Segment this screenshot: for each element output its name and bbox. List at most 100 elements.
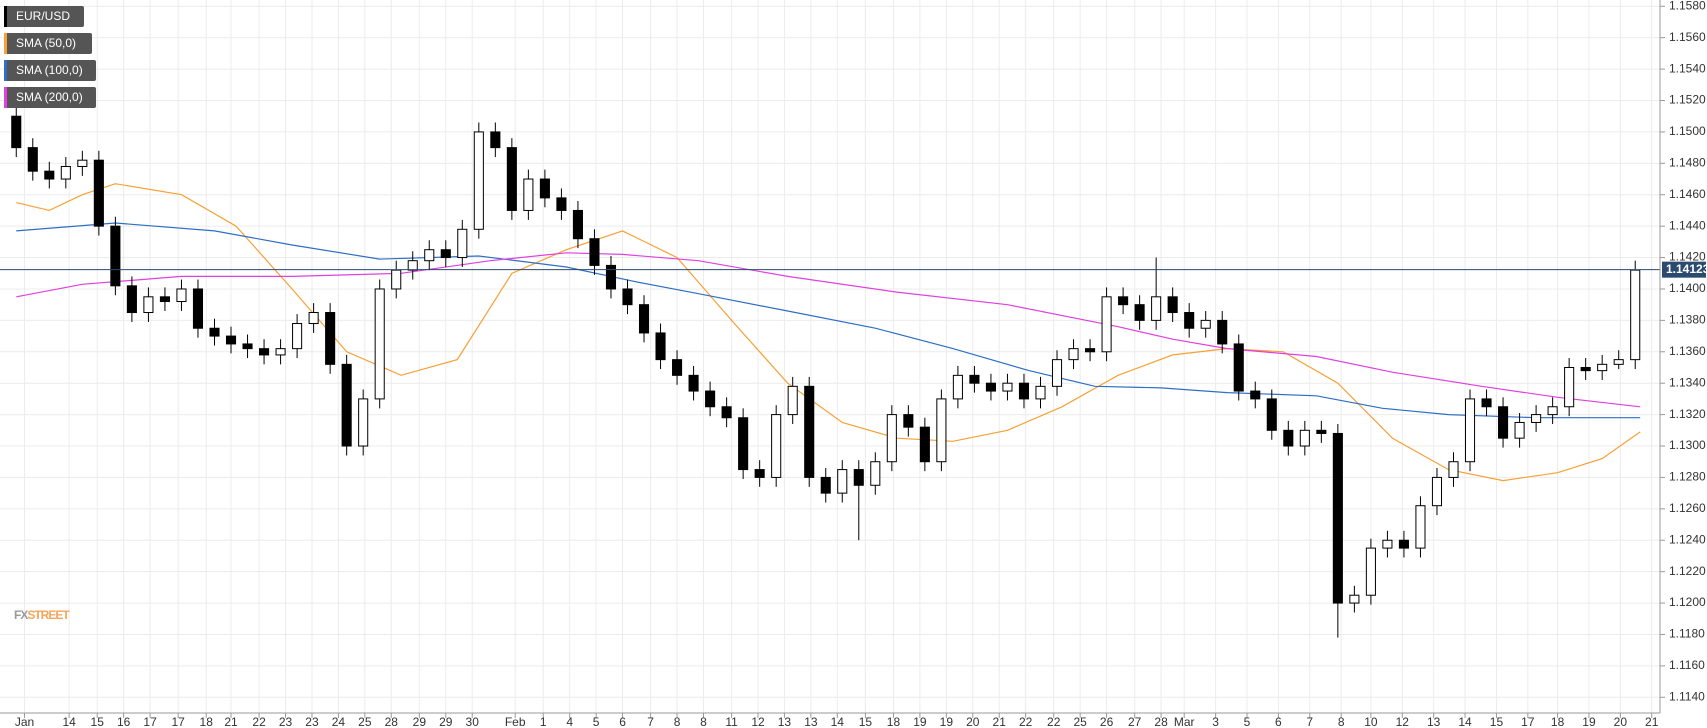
x-tick-label: 14 — [1458, 715, 1472, 728]
candle-body — [1299, 429, 1310, 447]
candle-body — [1118, 296, 1129, 306]
x-tick-label: 28 — [1154, 715, 1168, 728]
x-tick-label: 14 — [831, 715, 845, 728]
y-tick-label: 1.1200 — [1669, 595, 1706, 609]
candle-body — [919, 426, 930, 463]
x-tick-label: 13 — [804, 715, 818, 728]
legend-label: SMA (200,0) — [16, 90, 83, 104]
x-tick-label: 29 — [413, 715, 427, 728]
x-tick-label: 23 — [305, 715, 319, 728]
last-price-label: 1.14123 — [1666, 262, 1707, 276]
candle-body — [292, 323, 303, 350]
x-tick-label: Mar — [1174, 715, 1195, 728]
candle-body — [1233, 343, 1244, 392]
candle-body — [936, 398, 947, 463]
candle-body — [424, 249, 435, 262]
x-tick-label: 16 — [117, 715, 131, 728]
y-tick-label: 1.1400 — [1669, 281, 1706, 295]
legend-box — [4, 33, 92, 54]
x-tick-label: 15 — [859, 715, 873, 728]
sma-line — [16, 222, 1641, 419]
candle-body — [820, 476, 831, 494]
candle-body — [1250, 390, 1261, 400]
candle-body — [1217, 319, 1228, 345]
x-tick-label: 20 — [1614, 715, 1628, 728]
candle-body — [605, 264, 617, 290]
candle-body — [1382, 539, 1393, 549]
legend-swatch — [4, 60, 7, 81]
candle-body — [242, 343, 253, 350]
candle-body — [407, 260, 418, 271]
y-tick-label: 1.1520 — [1669, 93, 1706, 107]
y-tick-label: 1.1560 — [1669, 30, 1706, 44]
candle-body — [870, 461, 881, 486]
legend-label: SMA (50,0) — [16, 36, 76, 50]
x-tick-label: 23 — [279, 715, 293, 728]
x-tick-label: 19 — [940, 715, 954, 728]
sma-line — [16, 252, 1641, 408]
x-tick-label: 22 — [1019, 715, 1033, 728]
candle-body — [1002, 382, 1013, 392]
candle-body — [903, 414, 914, 428]
x-tick-label: 5 — [1244, 715, 1251, 728]
candle-body — [473, 131, 484, 230]
candle-body — [705, 390, 716, 408]
candle-body — [1514, 421, 1525, 439]
candle-body — [969, 374, 980, 384]
y-tick-label: 1.1360 — [1669, 344, 1706, 358]
x-tick-label: 3 — [1212, 715, 1219, 728]
x-tick-label: 6 — [619, 715, 626, 728]
candle-body — [225, 335, 237, 345]
candle-body — [1531, 414, 1542, 423]
legend-label: SMA (100,0) — [16, 63, 83, 77]
candle-body — [1464, 398, 1476, 463]
candle-body — [1630, 269, 1641, 361]
candle-body — [853, 469, 864, 486]
candle-body — [804, 385, 815, 478]
candle-body — [93, 159, 104, 227]
x-tick-label: 18 — [1551, 715, 1565, 728]
y-tick-label: 1.1340 — [1669, 375, 1706, 389]
x-tick-label: 19 — [1582, 715, 1596, 728]
candle-body — [374, 288, 385, 400]
x-tick-label: 6 — [1275, 715, 1282, 728]
candle-body — [1018, 382, 1030, 400]
x-tick-label: 21 — [993, 715, 1007, 728]
candle-body — [754, 469, 765, 478]
y-tick-label: 1.1300 — [1669, 438, 1706, 452]
x-tick-label: 28 — [385, 715, 399, 728]
candle-body — [985, 382, 996, 392]
x-tick-label: 21 — [224, 715, 238, 728]
x-tick-label: 17 — [171, 715, 185, 728]
x-tick-label: 8 — [674, 715, 681, 728]
candle-body — [457, 228, 468, 259]
x-tick-label: 11 — [725, 715, 738, 728]
candle-body — [1134, 304, 1145, 321]
y-tick-label: 1.1320 — [1669, 407, 1706, 421]
candle-body — [1184, 312, 1195, 329]
candle-body — [837, 469, 848, 494]
x-tick-label: 25 — [358, 715, 372, 728]
y-tick-label: 1.1280 — [1669, 470, 1706, 484]
candle-body — [325, 312, 336, 365]
candle-body — [721, 406, 732, 419]
candle-body — [1200, 319, 1211, 329]
candle-body — [275, 348, 286, 356]
legend-box — [4, 87, 96, 108]
candle-body — [159, 296, 170, 303]
candle-body — [1332, 432, 1343, 604]
x-tick-label: 22 — [1047, 715, 1061, 728]
x-tick-label: 21 — [1645, 715, 1659, 728]
candle-body — [672, 359, 683, 376]
x-tick-label: Jan — [15, 715, 34, 728]
x-tick-label: 10 — [1364, 715, 1378, 728]
x-tick-label: 7 — [1306, 715, 1313, 728]
candle-body — [622, 288, 633, 306]
candle-body — [1151, 296, 1162, 321]
candle-body — [1349, 594, 1360, 604]
x-tick-label: 14 — [62, 715, 76, 728]
x-tick-label: 22 — [252, 715, 266, 728]
y-tick-label: 1.1160 — [1669, 658, 1705, 672]
x-tick-label: 30 — [466, 715, 480, 728]
